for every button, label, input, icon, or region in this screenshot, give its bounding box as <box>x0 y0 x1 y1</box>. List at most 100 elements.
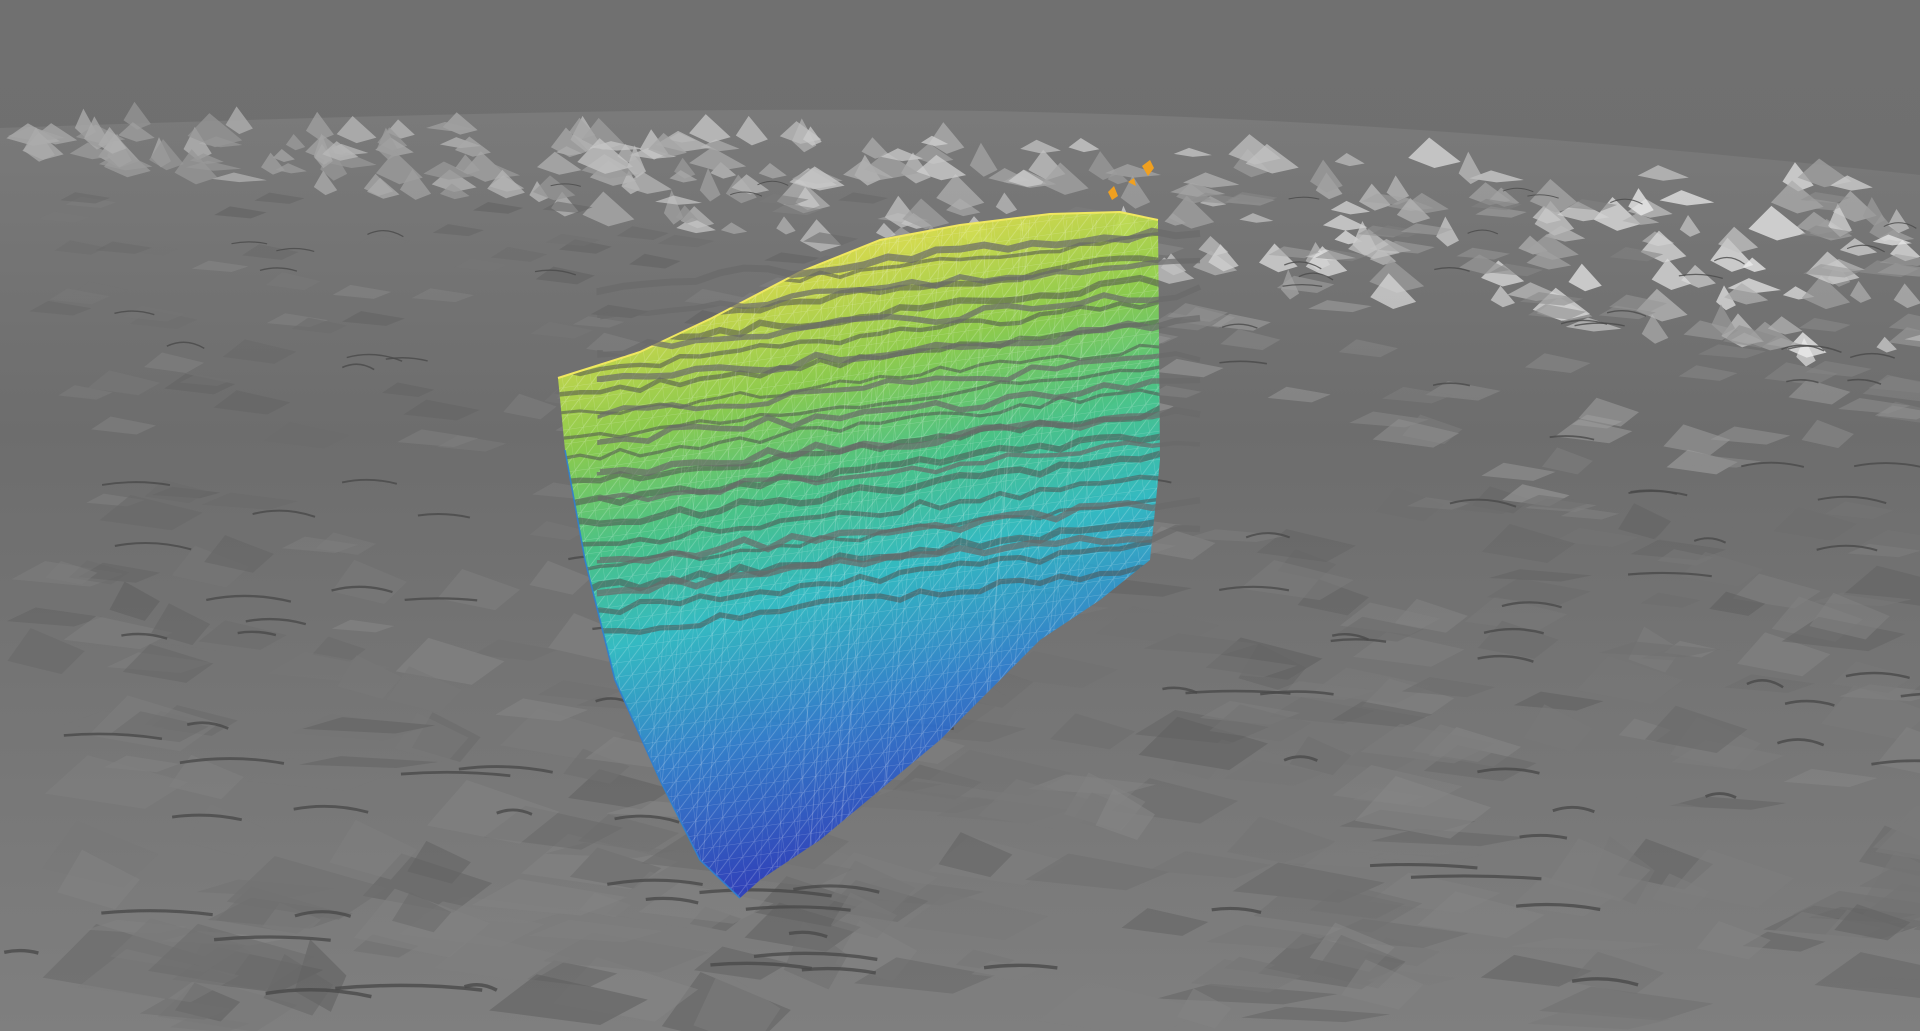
terrain-facet <box>386 666 462 714</box>
terrain-crease <box>757 180 789 186</box>
ridge-facet <box>589 141 644 151</box>
ridge-facet <box>533 175 576 201</box>
terrain-facet <box>753 876 864 927</box>
terrain-facet <box>7 607 103 627</box>
surface-streak <box>688 219 750 898</box>
terrain-facet <box>1801 419 1854 449</box>
surface-streak <box>774 219 829 898</box>
terrain-crease <box>1693 537 1727 544</box>
terrain-facet <box>201 492 299 510</box>
ridge-facet <box>1334 152 1365 167</box>
terrain-facet <box>1121 908 1209 936</box>
far-mountain-ridges <box>6 101 1920 367</box>
terrain-facet <box>1191 959 1302 993</box>
terrain-crease <box>645 896 699 905</box>
overlap-ridge <box>597 440 1201 503</box>
overlap-ridge <box>596 315 1201 383</box>
terrain-crease <box>1483 627 1545 635</box>
orange-marker-icon[interactable] <box>1108 160 1154 200</box>
ridge-facet <box>582 191 635 227</box>
terrain-facet <box>938 832 1013 878</box>
terrain-facet <box>127 241 179 256</box>
ridge-facet <box>1370 273 1417 309</box>
terrain-facet <box>545 233 600 246</box>
ridge-facet <box>313 170 338 196</box>
terrain-facet <box>1644 705 1748 753</box>
terrain-facet <box>1834 904 1911 941</box>
ridge-facet <box>995 192 1018 215</box>
terrain-facet <box>1542 447 1593 475</box>
ridge-facet <box>795 186 820 211</box>
terrain-crease <box>1630 489 1678 495</box>
terrain-crease <box>1283 755 1318 762</box>
terrain-facet <box>529 560 591 595</box>
surface-ridge-band <box>558 517 1160 605</box>
ridge-facet <box>454 136 491 157</box>
ridge-facet <box>720 222 748 235</box>
terrain-crease <box>1298 272 1334 281</box>
ridge-facet <box>1458 151 1483 185</box>
terrain-facet <box>254 192 305 204</box>
terrain-facet <box>503 393 557 420</box>
ridge-facet <box>1872 234 1912 246</box>
ridge-facet <box>902 198 950 230</box>
terrain-facet <box>1879 253 1920 267</box>
terrain-facet <box>1177 988 1232 1029</box>
ridge-facet <box>367 177 400 199</box>
terrain-facet <box>1773 507 1857 541</box>
terrain-crease <box>1519 833 1568 840</box>
ridge-facet <box>1258 243 1298 273</box>
terrain-crease <box>458 765 553 774</box>
ridge-facet <box>1862 196 1886 226</box>
terrain-facet <box>1609 247 1664 262</box>
terrain-facet <box>529 521 587 541</box>
terrain-crease <box>1211 906 1262 914</box>
terrain-facet <box>1481 462 1556 481</box>
terrain-facet <box>60 192 111 204</box>
terrain-facet <box>87 370 161 396</box>
terrain-crease <box>293 804 369 814</box>
ridge-facet <box>1408 137 1461 169</box>
ridge-facet <box>189 153 224 164</box>
terrain-crease <box>179 757 285 765</box>
terrain-facet <box>1481 524 1576 563</box>
ridge-facet <box>1305 246 1348 277</box>
ridge-facet <box>648 132 687 158</box>
ridge-facet <box>1641 314 1669 344</box>
terrain-crease <box>1606 309 1647 317</box>
terrain-overlap-ridges <box>596 227 1202 597</box>
ridge-facet <box>1239 213 1274 223</box>
terrain-crease <box>699 888 832 898</box>
terrain-facet <box>616 226 669 240</box>
terrain-crease <box>1786 379 1819 384</box>
terrain-facet <box>629 253 681 269</box>
terrain-facet <box>1618 503 1672 540</box>
ridge-facet <box>313 133 333 169</box>
terrain-facet <box>1696 920 1771 960</box>
ridge-facet <box>550 127 589 158</box>
terrain-crease <box>1776 738 1825 747</box>
ridge-facet <box>689 114 731 143</box>
terrain-facet <box>997 651 1118 688</box>
ridge-facet <box>655 195 702 205</box>
ridge-facet <box>275 163 307 174</box>
terrain-crease <box>1574 322 1625 327</box>
terrain-facet <box>1400 223 1453 236</box>
terrain-crease <box>1284 261 1322 270</box>
ridge-facet <box>123 101 151 130</box>
ridge-facet <box>1659 190 1715 206</box>
ridge-facet <box>1208 244 1239 272</box>
terrain-crease <box>753 951 878 962</box>
terrain-facet <box>1185 529 1287 542</box>
terrain-facet <box>1519 291 1584 306</box>
ridge-facet <box>1107 169 1129 185</box>
terrain-facet <box>1095 788 1155 840</box>
ridge-facet <box>1893 283 1920 309</box>
terrain-crease <box>1288 196 1320 200</box>
ridge-facet <box>1386 175 1410 202</box>
terrain-crease <box>231 241 268 245</box>
surface-streak <box>776 219 837 898</box>
terrain-facet <box>1554 527 1639 547</box>
